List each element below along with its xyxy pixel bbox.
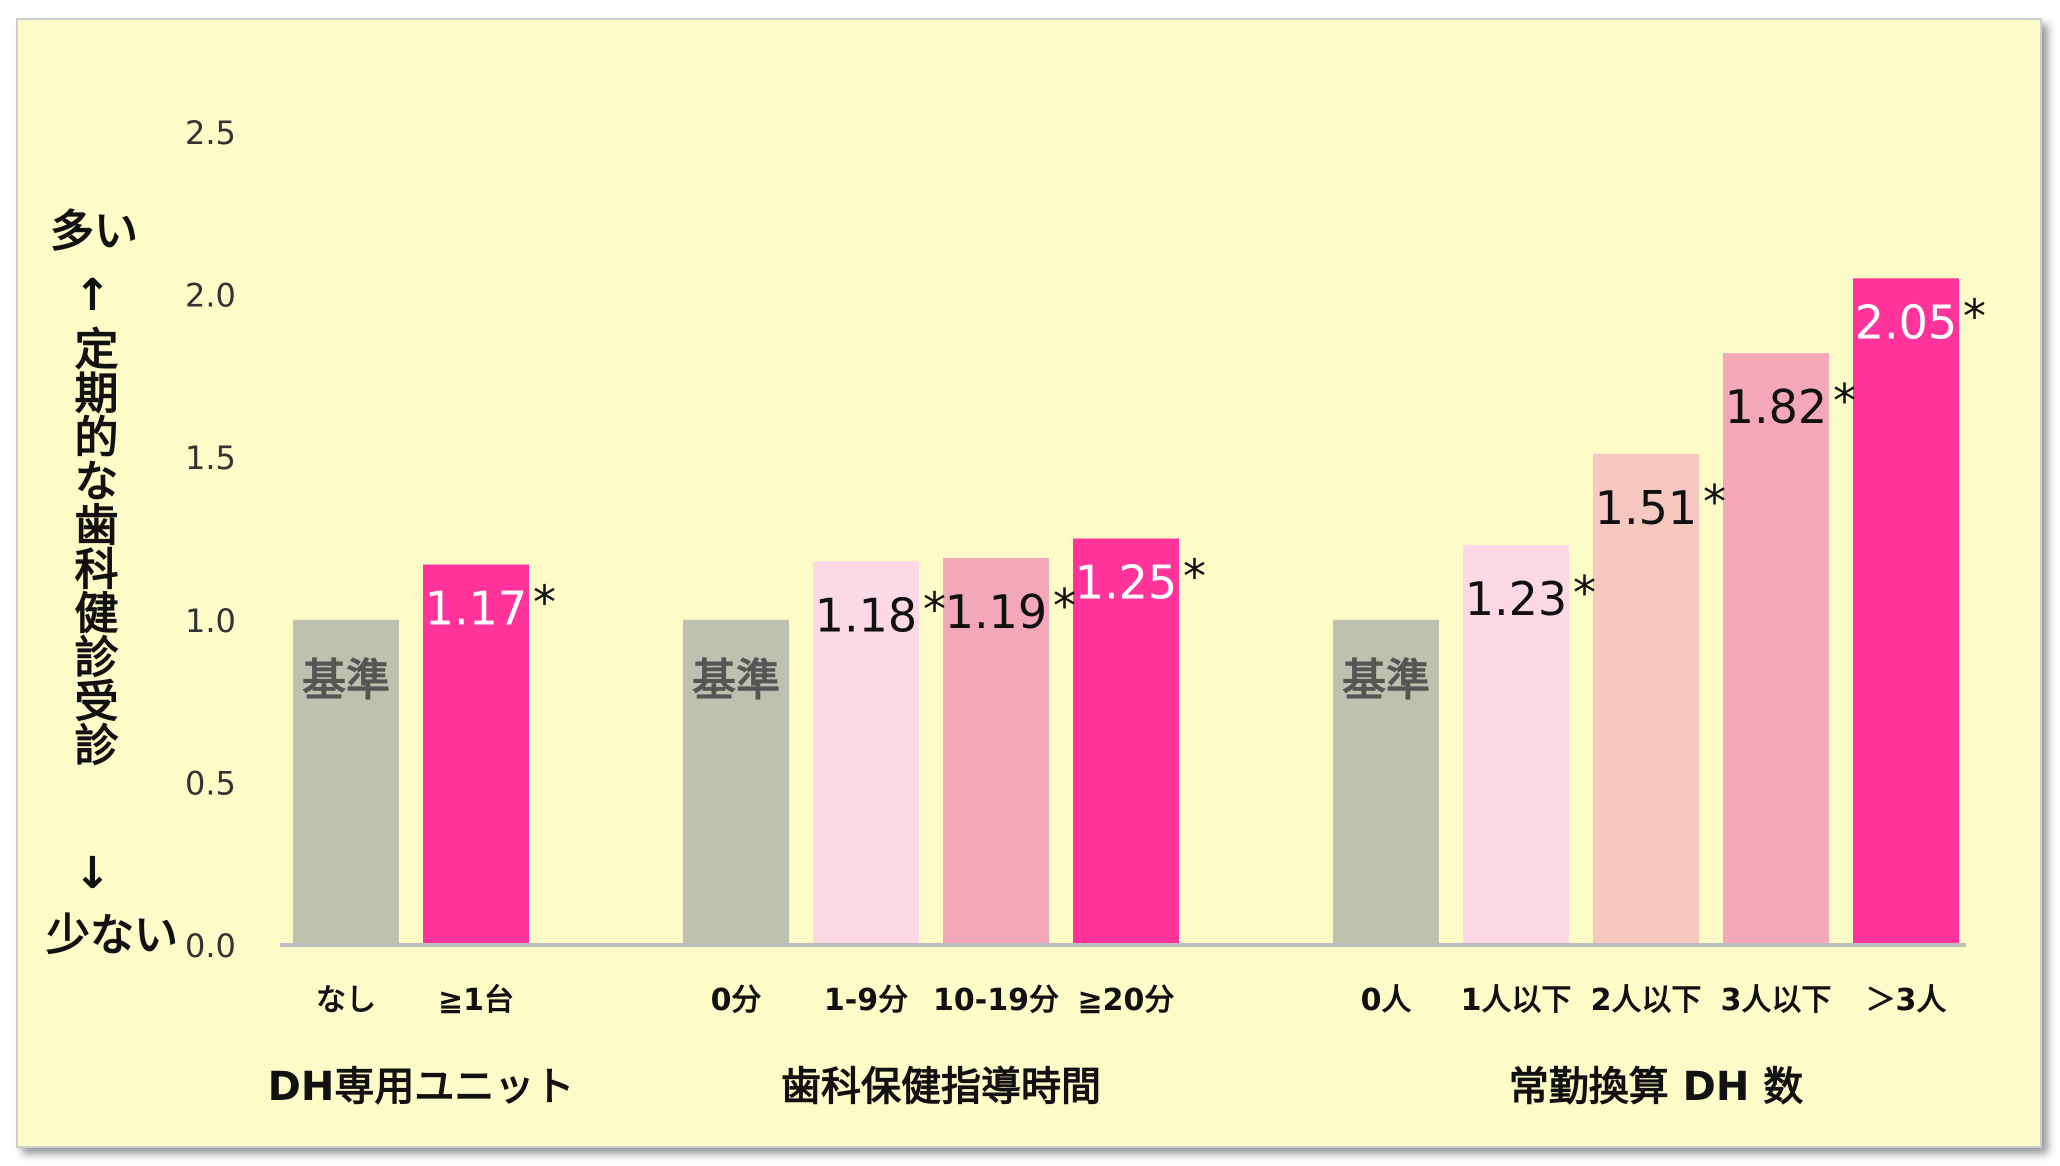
down-arrow-icon: ↓ xyxy=(74,848,111,899)
bar xyxy=(813,561,919,945)
x-category-label: 10-19分 xyxy=(933,983,1059,1018)
y-tick-label: 2.5 xyxy=(185,114,236,152)
bar xyxy=(1073,538,1179,945)
significance-mark: * xyxy=(923,582,946,636)
significance-mark: * xyxy=(1183,550,1206,604)
reference-label: 基準 xyxy=(692,655,780,706)
x-category-label: 2人以下 xyxy=(1591,983,1702,1018)
x-category-label: ＞3人 xyxy=(1866,983,1947,1018)
up-arrow-icon: ↑ xyxy=(74,270,111,321)
x-category-label: なし xyxy=(316,983,376,1018)
y-axis-ticks: 0.0 0.5 1.0 1.5 2.0 2.5 xyxy=(185,114,236,965)
bar xyxy=(1463,545,1569,945)
y-axis-title: 多い ↑ 定期的な歯科健診受診 ↓ 少ない xyxy=(46,206,178,961)
significance-mark: * xyxy=(1833,374,1856,428)
group-label: DH専用ユニット xyxy=(268,1064,575,1110)
x-category-label: ≧1台 xyxy=(438,983,514,1018)
value-label: 1.82 xyxy=(1725,380,1827,434)
x-axis-categories: なし ≧1台 0分 1-9分 10-19分 ≧20分 0人 1人以下 2人以下 3人以下 ＞3人 xyxy=(316,983,1946,1018)
y-tick-label: 1.0 xyxy=(185,602,236,640)
reference-label: 基準 xyxy=(1342,655,1430,706)
bar xyxy=(943,558,1049,945)
value-label: 1.17 xyxy=(425,582,527,636)
group-labels: DH専用ユニット 歯科保健指導時間 常勤換算 DH 数 xyxy=(268,1064,1804,1110)
bar xyxy=(293,619,399,945)
x-category-label: 0分 xyxy=(711,983,762,1018)
y-tick-label: 0.5 xyxy=(185,764,236,802)
bar xyxy=(1333,619,1439,945)
significance-mark: * xyxy=(533,576,556,630)
group-label: 歯科保健指導時間 xyxy=(781,1064,1101,1110)
significance-mark: * xyxy=(1703,475,1726,529)
y-axis-label: 定期的な歯科健診受診 xyxy=(67,326,119,766)
value-label: 1.19 xyxy=(945,585,1047,639)
x-category-label: 0人 xyxy=(1361,983,1412,1018)
y-tick-label: 0.0 xyxy=(185,927,236,965)
y-tick-label: 1.5 xyxy=(185,439,236,477)
bar-labels: 基準1.17 *基準1.18 *1.19 *1.25 *基準1.23 *1.51 *1.82… xyxy=(302,289,1986,706)
reference-label: 基準 xyxy=(302,655,390,706)
bar xyxy=(1593,453,1699,945)
value-label: 2.05 xyxy=(1855,295,1957,349)
value-label: 1.23 xyxy=(1465,572,1567,626)
value-label: 1.25 xyxy=(1075,556,1177,610)
y-axis-top-label: 多い xyxy=(50,206,138,257)
x-category-label: 3人以下 xyxy=(1721,983,1832,1018)
y-axis-bottom-label: 少ない xyxy=(46,910,178,961)
bar xyxy=(423,564,529,945)
y-tick-label: 2.0 xyxy=(185,277,236,315)
bar xyxy=(1723,353,1829,945)
x-category-label: ≧20分 xyxy=(1078,983,1175,1018)
bar xyxy=(1853,278,1959,946)
bar xyxy=(683,619,789,945)
x-category-label: 1-9分 xyxy=(824,983,908,1018)
group-label: 常勤換算 DH 数 xyxy=(1509,1064,1804,1110)
significance-mark: * xyxy=(1963,289,1986,343)
value-label: 1.51 xyxy=(1595,481,1697,535)
significance-mark: * xyxy=(1053,579,1076,633)
x-category-label: 1人以下 xyxy=(1461,983,1572,1018)
bars xyxy=(293,278,1959,946)
significance-mark: * xyxy=(1573,566,1596,620)
value-label: 1.18 xyxy=(815,588,917,642)
